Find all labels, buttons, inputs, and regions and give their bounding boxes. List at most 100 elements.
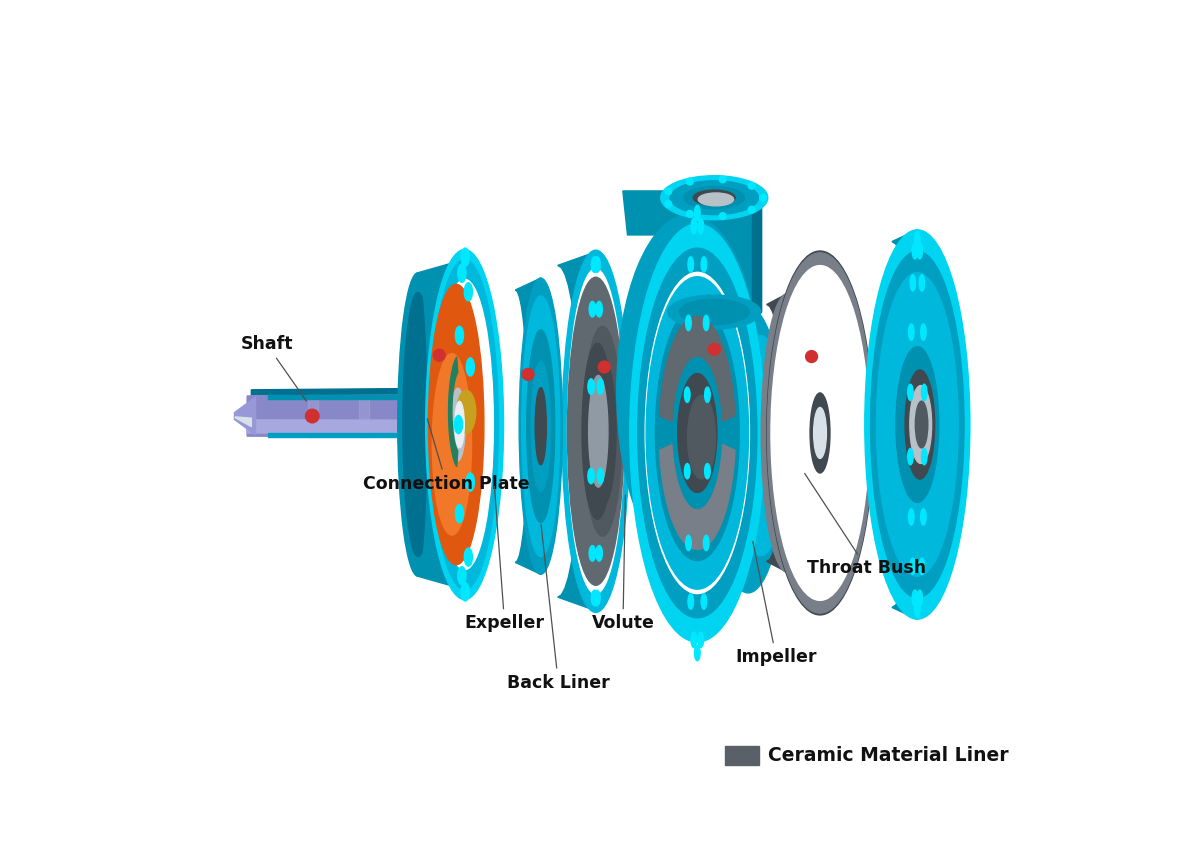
- Polygon shape: [234, 397, 256, 435]
- Ellipse shape: [522, 295, 560, 556]
- Ellipse shape: [701, 593, 707, 610]
- Ellipse shape: [810, 393, 830, 473]
- Polygon shape: [269, 433, 469, 437]
- Ellipse shape: [686, 178, 694, 185]
- Ellipse shape: [749, 183, 755, 189]
- Ellipse shape: [665, 188, 672, 194]
- Ellipse shape: [695, 205, 700, 221]
- Polygon shape: [269, 395, 469, 399]
- Polygon shape: [667, 198, 676, 312]
- Ellipse shape: [916, 401, 928, 448]
- Ellipse shape: [432, 264, 498, 585]
- Ellipse shape: [770, 333, 809, 533]
- Ellipse shape: [910, 385, 931, 464]
- Polygon shape: [804, 275, 823, 405]
- Ellipse shape: [684, 187, 744, 209]
- Ellipse shape: [922, 448, 926, 464]
- Ellipse shape: [691, 218, 697, 234]
- Text: Connection Plate: Connection Plate: [364, 419, 529, 492]
- Ellipse shape: [688, 396, 715, 479]
- Ellipse shape: [667, 295, 761, 329]
- Polygon shape: [892, 230, 941, 619]
- Ellipse shape: [778, 363, 804, 503]
- Ellipse shape: [691, 632, 697, 648]
- Ellipse shape: [907, 448, 913, 464]
- Ellipse shape: [588, 468, 594, 484]
- Ellipse shape: [428, 284, 484, 565]
- Ellipse shape: [599, 361, 610, 373]
- Ellipse shape: [596, 546, 602, 561]
- Ellipse shape: [463, 395, 475, 437]
- Ellipse shape: [592, 590, 598, 606]
- Ellipse shape: [403, 293, 433, 556]
- Ellipse shape: [876, 273, 959, 576]
- Polygon shape: [359, 395, 368, 437]
- Ellipse shape: [708, 344, 720, 355]
- Ellipse shape: [589, 301, 595, 317]
- Ellipse shape: [455, 415, 462, 434]
- Ellipse shape: [703, 535, 709, 551]
- Polygon shape: [235, 417, 251, 426]
- Polygon shape: [667, 198, 761, 312]
- Ellipse shape: [630, 224, 764, 642]
- Ellipse shape: [458, 566, 466, 585]
- Polygon shape: [418, 260, 475, 589]
- Ellipse shape: [698, 632, 703, 648]
- Ellipse shape: [787, 408, 797, 458]
- Ellipse shape: [670, 181, 758, 215]
- Text: Shaft: Shaft: [240, 335, 306, 401]
- Ellipse shape: [637, 248, 757, 618]
- Ellipse shape: [917, 243, 923, 259]
- Ellipse shape: [646, 277, 749, 589]
- Ellipse shape: [914, 601, 920, 617]
- Ellipse shape: [698, 218, 703, 234]
- Ellipse shape: [431, 260, 498, 589]
- Ellipse shape: [450, 388, 466, 461]
- Polygon shape: [251, 388, 469, 395]
- Ellipse shape: [919, 275, 924, 291]
- Text: Volute: Volute: [592, 495, 654, 633]
- Polygon shape: [247, 395, 469, 437]
- Ellipse shape: [688, 256, 694, 273]
- Ellipse shape: [919, 558, 924, 574]
- Bar: [725, 746, 760, 765]
- Ellipse shape: [768, 253, 872, 613]
- Ellipse shape: [679, 299, 749, 324]
- Ellipse shape: [617, 215, 761, 566]
- Polygon shape: [752, 198, 761, 312]
- Ellipse shape: [922, 385, 926, 401]
- Ellipse shape: [908, 323, 914, 340]
- Ellipse shape: [685, 315, 691, 330]
- Text: Impeller: Impeller: [736, 542, 817, 666]
- Polygon shape: [247, 420, 464, 433]
- Ellipse shape: [646, 273, 750, 593]
- Ellipse shape: [535, 388, 546, 464]
- Ellipse shape: [455, 504, 463, 523]
- Ellipse shape: [684, 464, 690, 479]
- Ellipse shape: [655, 306, 739, 560]
- Ellipse shape: [871, 251, 964, 598]
- Ellipse shape: [814, 408, 827, 458]
- Ellipse shape: [782, 390, 799, 476]
- Polygon shape: [823, 461, 868, 487]
- Ellipse shape: [698, 193, 733, 205]
- Ellipse shape: [432, 353, 472, 535]
- Ellipse shape: [704, 387, 710, 402]
- Ellipse shape: [520, 278, 563, 574]
- Polygon shape: [660, 445, 736, 549]
- Ellipse shape: [661, 176, 768, 220]
- Polygon shape: [623, 191, 688, 235]
- Ellipse shape: [914, 232, 920, 248]
- Ellipse shape: [522, 368, 534, 380]
- Polygon shape: [401, 395, 412, 437]
- Ellipse shape: [917, 590, 923, 606]
- Ellipse shape: [703, 315, 709, 330]
- Ellipse shape: [589, 357, 616, 506]
- Text: Throat Bush: Throat Bush: [805, 474, 926, 577]
- Ellipse shape: [896, 346, 938, 503]
- Ellipse shape: [433, 349, 445, 361]
- Ellipse shape: [761, 294, 815, 572]
- Polygon shape: [785, 433, 814, 561]
- Ellipse shape: [920, 509, 926, 526]
- Polygon shape: [827, 305, 856, 433]
